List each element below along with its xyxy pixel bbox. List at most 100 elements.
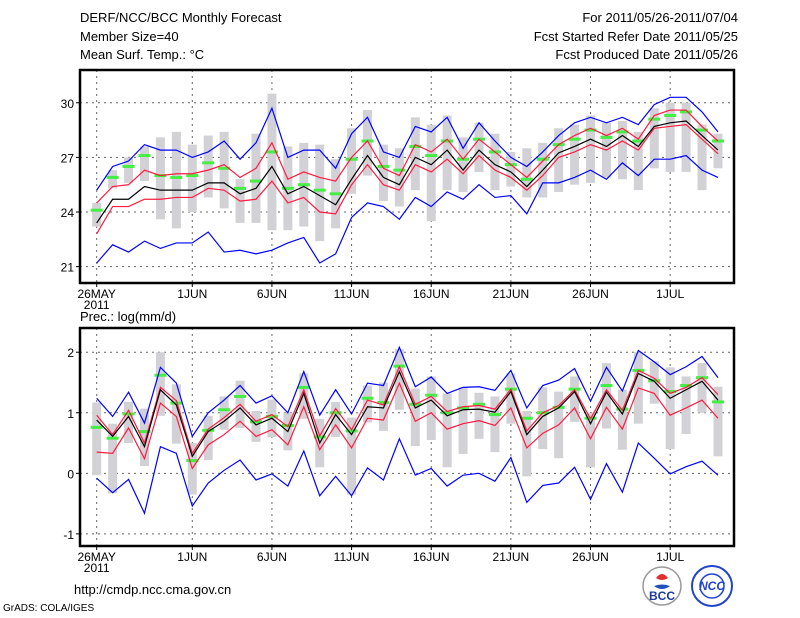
spread-box bbox=[171, 131, 181, 229]
ensemble-mean-line bbox=[96, 370, 719, 458]
spread-box bbox=[649, 361, 659, 404]
observation-marker bbox=[313, 188, 326, 192]
observation-marker bbox=[377, 400, 390, 404]
y-tick-label: 30 bbox=[61, 97, 75, 111]
spread-box bbox=[633, 131, 643, 191]
spread-box bbox=[586, 115, 596, 183]
spread-box bbox=[187, 144, 197, 212]
lower-line bbox=[96, 123, 719, 235]
spread-box bbox=[601, 363, 611, 429]
spread-box bbox=[219, 131, 229, 209]
spread-box bbox=[697, 124, 707, 191]
observation-marker bbox=[186, 174, 199, 178]
spread-box bbox=[426, 376, 436, 441]
upper-line bbox=[96, 365, 719, 455]
observation-marker bbox=[441, 411, 454, 415]
observation-marker bbox=[473, 402, 486, 406]
website-url: http://cmdp.ncc.cma.gov.cn bbox=[74, 582, 232, 597]
plot-frame bbox=[78, 68, 736, 285]
observation-marker bbox=[90, 208, 103, 212]
x-tick-label: 21JUN bbox=[493, 287, 530, 301]
max-line bbox=[96, 345, 719, 438]
precip-panel-label: Prec.: log(mm/d) bbox=[80, 309, 177, 324]
spread-box bbox=[139, 146, 149, 182]
lower-line bbox=[96, 381, 719, 470]
x-tick-label: 11JUN bbox=[334, 287, 370, 301]
spread-box bbox=[649, 108, 659, 169]
spread-box bbox=[171, 384, 181, 444]
y-tick-label: -1 bbox=[63, 528, 74, 542]
observation-marker bbox=[154, 373, 167, 377]
observation-marker bbox=[568, 137, 581, 141]
observation-marker bbox=[345, 157, 358, 161]
observation-marker bbox=[234, 186, 247, 190]
observation-marker bbox=[218, 408, 231, 412]
observation-marker bbox=[281, 186, 294, 190]
observation-marker bbox=[425, 154, 438, 158]
observation-marker bbox=[600, 384, 613, 388]
spread-box bbox=[554, 128, 564, 192]
spread-box bbox=[458, 387, 468, 454]
observation-marker bbox=[202, 428, 215, 432]
min-line bbox=[96, 437, 719, 516]
spread-box bbox=[410, 117, 420, 191]
x-tick-label: 1JUL bbox=[656, 287, 684, 301]
spread-box bbox=[92, 202, 102, 227]
observation-marker bbox=[441, 139, 454, 143]
x-tick-label: 26JUN bbox=[572, 287, 609, 301]
y-tick-label: 1 bbox=[67, 407, 74, 421]
observation-marker bbox=[265, 414, 278, 418]
observation-marker bbox=[218, 166, 231, 170]
observation-marker bbox=[345, 429, 358, 433]
produced-date: Fcst Produced Date 2011/05/26 bbox=[555, 47, 738, 62]
spread-box bbox=[617, 120, 627, 180]
observation-marker bbox=[90, 425, 103, 429]
y-tick-label: 27 bbox=[61, 151, 75, 165]
spread-box bbox=[394, 349, 404, 410]
spread-box bbox=[124, 401, 134, 444]
x-tick-label: 26MAY bbox=[77, 287, 115, 301]
observation-marker bbox=[664, 390, 677, 394]
observation-marker bbox=[297, 183, 310, 187]
observation-marker bbox=[664, 114, 677, 118]
observation-marker bbox=[138, 154, 151, 158]
spread-box bbox=[363, 110, 373, 176]
x-tick-label: 1JUN bbox=[177, 550, 207, 564]
spread-box bbox=[506, 151, 516, 187]
observation-marker bbox=[250, 179, 262, 183]
spread-box bbox=[474, 392, 484, 439]
spread-box bbox=[347, 128, 357, 194]
year-label: 2011 bbox=[84, 298, 110, 312]
spread-box bbox=[474, 122, 484, 172]
observation-marker bbox=[377, 164, 390, 168]
observation-marker bbox=[425, 393, 438, 397]
x-tick-label: 26JUN bbox=[572, 550, 609, 564]
x-tick-label: 26MAY bbox=[77, 550, 115, 564]
member-size: Member Size=40 bbox=[80, 29, 179, 44]
spread-box bbox=[394, 148, 404, 207]
observation-marker bbox=[616, 130, 629, 134]
spread-box bbox=[219, 396, 229, 430]
observation-marker bbox=[297, 385, 310, 389]
y-tick-label: 0 bbox=[67, 467, 74, 481]
spread-box bbox=[617, 389, 627, 450]
spread-box bbox=[124, 157, 134, 183]
spread-box bbox=[331, 401, 341, 437]
observation-marker bbox=[361, 396, 374, 400]
observation-marker bbox=[106, 175, 119, 179]
spread-box bbox=[522, 148, 532, 198]
temp-panel: 21 24 27 30 26MAY 1JUN 6JUN 11JUN 16JUN 21JUN 26JU… bbox=[61, 68, 736, 312]
spread-box bbox=[251, 133, 261, 223]
spread-box bbox=[203, 415, 213, 461]
spread-box bbox=[363, 385, 373, 423]
observation-marker bbox=[234, 394, 247, 398]
spread-box bbox=[299, 373, 309, 419]
observation-marker bbox=[600, 135, 613, 139]
observation-marker bbox=[536, 157, 549, 161]
spread-box bbox=[139, 408, 149, 467]
spread-box bbox=[570, 376, 580, 422]
x-tick-label: 1JUL bbox=[656, 550, 684, 564]
y-tick-label: 21 bbox=[61, 261, 75, 275]
